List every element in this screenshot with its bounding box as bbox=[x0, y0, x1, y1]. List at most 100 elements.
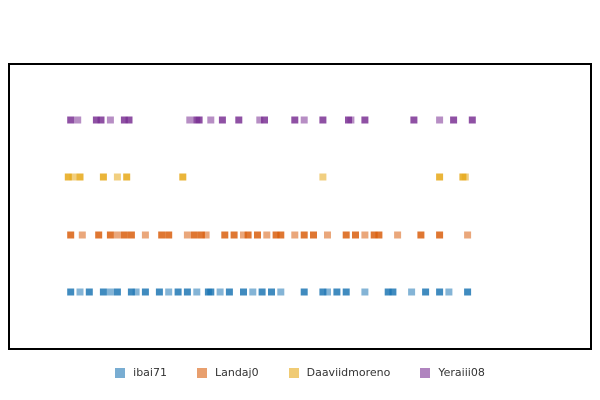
point-ibai71-25 bbox=[324, 288, 331, 296]
point-daaviidmoreno-2 bbox=[76, 173, 84, 181]
point-daaviidmoreno-10 bbox=[461, 173, 469, 181]
point-yeraiii08-21 bbox=[410, 116, 418, 124]
point-landaj0-30 bbox=[375, 231, 383, 239]
point-ibai71-31 bbox=[408, 288, 416, 296]
point-ibai71-22 bbox=[277, 288, 285, 296]
point-landaj0-12 bbox=[197, 231, 205, 239]
point-yeraiii08-6 bbox=[125, 116, 133, 124]
point-landaj0-20 bbox=[272, 231, 280, 239]
point-ibai71-18 bbox=[240, 288, 247, 296]
point-ibai71-19 bbox=[249, 288, 257, 296]
point-daaviidmoreno-4 bbox=[113, 173, 121, 181]
point-daaviidmoreno-8 bbox=[436, 173, 444, 181]
point-ibai71-15 bbox=[207, 288, 215, 296]
point-landaj0-6 bbox=[127, 231, 135, 239]
point-landaj0-10 bbox=[183, 231, 191, 239]
legend-swatch-yeraiii08 bbox=[420, 367, 431, 378]
point-landaj0-17 bbox=[244, 231, 252, 239]
legend-label-daaviidmoreno: Daaviidmoreno bbox=[306, 366, 391, 379]
point-ibai71-11 bbox=[174, 288, 182, 296]
point-ibai71-0 bbox=[67, 288, 75, 296]
point-ibai71-3 bbox=[99, 288, 107, 296]
point-landaj0-4 bbox=[113, 231, 121, 239]
point-landaj0-1 bbox=[78, 231, 86, 239]
legend-item-landaj0[interactable]: Landaj0 bbox=[196, 366, 259, 379]
point-ibai71-24 bbox=[319, 288, 327, 296]
point-landaj0-27 bbox=[352, 231, 359, 239]
point-daaviidmoreno-5 bbox=[123, 173, 131, 181]
point-landaj0-3 bbox=[106, 231, 114, 239]
point-landaj0-13 bbox=[202, 231, 210, 239]
point-landaj0-21 bbox=[277, 231, 285, 239]
legend-swatch-ibai71 bbox=[115, 367, 126, 378]
point-ibai71-2 bbox=[85, 288, 93, 296]
point-daaviidmoreno-3 bbox=[99, 173, 107, 181]
point-ibai71-4 bbox=[106, 288, 114, 296]
legend-swatch-daaviidmoreno bbox=[288, 367, 299, 378]
plot-frame bbox=[8, 63, 592, 350]
legend-item-ibai71[interactable]: ibai71 bbox=[115, 366, 167, 379]
legend-item-daaviidmoreno[interactable]: Daaviidmoreno bbox=[288, 366, 391, 379]
point-ibai71-1 bbox=[76, 288, 84, 296]
point-landaj0-9 bbox=[165, 231, 173, 239]
point-landaj0-32 bbox=[417, 231, 425, 239]
point-yeraiii08-12 bbox=[235, 116, 243, 124]
point-daaviidmoreno-1 bbox=[69, 173, 77, 181]
point-daaviidmoreno-0 bbox=[64, 173, 72, 181]
point-ibai71-33 bbox=[436, 288, 444, 296]
point-ibai71-35 bbox=[464, 288, 472, 296]
point-landaj0-26 bbox=[342, 231, 350, 239]
point-daaviidmoreno-7 bbox=[319, 173, 327, 181]
point-yeraiii08-19 bbox=[347, 116, 355, 124]
point-yeraiii08-24 bbox=[468, 116, 476, 124]
point-ibai71-20 bbox=[258, 288, 266, 296]
point-yeraiii08-7 bbox=[186, 116, 194, 124]
point-yeraiii08-22 bbox=[436, 116, 444, 124]
legend-label-ibai71: ibai71 bbox=[133, 366, 167, 379]
point-ibai71-30 bbox=[389, 288, 397, 296]
point-yeraiii08-16 bbox=[300, 116, 308, 124]
point-yeraiii08-14 bbox=[261, 116, 268, 124]
point-landaj0-24 bbox=[310, 231, 317, 239]
point-yeraiii08-1 bbox=[74, 116, 82, 124]
point-ibai71-27 bbox=[342, 288, 350, 296]
point-landaj0-15 bbox=[230, 231, 238, 239]
point-ibai71-23 bbox=[300, 288, 308, 296]
point-ibai71-16 bbox=[216, 288, 224, 296]
point-landaj0-25 bbox=[324, 231, 331, 239]
point-ibai71-8 bbox=[141, 288, 149, 296]
point-landaj0-8 bbox=[158, 231, 166, 239]
point-ibai71-5 bbox=[113, 288, 121, 296]
point-landaj0-23 bbox=[300, 231, 308, 239]
point-ibai71-32 bbox=[422, 288, 430, 296]
point-ibai71-26 bbox=[333, 288, 341, 296]
point-ibai71-13 bbox=[193, 288, 201, 296]
point-landaj0-34 bbox=[464, 231, 472, 239]
point-yeraiii08-5 bbox=[120, 116, 128, 124]
point-ibai71-29 bbox=[384, 288, 392, 296]
point-landaj0-29 bbox=[370, 231, 378, 239]
point-landaj0-2 bbox=[95, 231, 103, 239]
point-landaj0-11 bbox=[190, 231, 198, 239]
point-yeraiii08-15 bbox=[291, 116, 299, 124]
point-ibai71-34 bbox=[445, 288, 453, 296]
point-ibai71-9 bbox=[155, 288, 163, 296]
point-daaviidmoreno-6 bbox=[179, 173, 187, 181]
point-landaj0-22 bbox=[291, 231, 299, 239]
point-ibai71-6 bbox=[127, 288, 135, 296]
point-landaj0-33 bbox=[436, 231, 444, 239]
legend-item-yeraiii08[interactable]: Yeraiii08 bbox=[420, 366, 485, 379]
point-ibai71-28 bbox=[361, 288, 369, 296]
point-landaj0-28 bbox=[361, 231, 369, 239]
legend-swatch-landaj0 bbox=[196, 367, 207, 378]
point-yeraiii08-13 bbox=[256, 116, 264, 124]
legend: ibai71 Landaj0 Daaviidmoreno Yeraiii08 bbox=[0, 366, 600, 379]
point-ibai71-10 bbox=[165, 288, 173, 296]
point-yeraiii08-0 bbox=[67, 116, 75, 124]
point-yeraiii08-3 bbox=[97, 116, 105, 124]
point-landaj0-18 bbox=[254, 231, 261, 239]
point-yeraiii08-11 bbox=[218, 116, 226, 124]
point-yeraiii08-17 bbox=[319, 116, 327, 124]
point-landaj0-0 bbox=[67, 231, 75, 239]
